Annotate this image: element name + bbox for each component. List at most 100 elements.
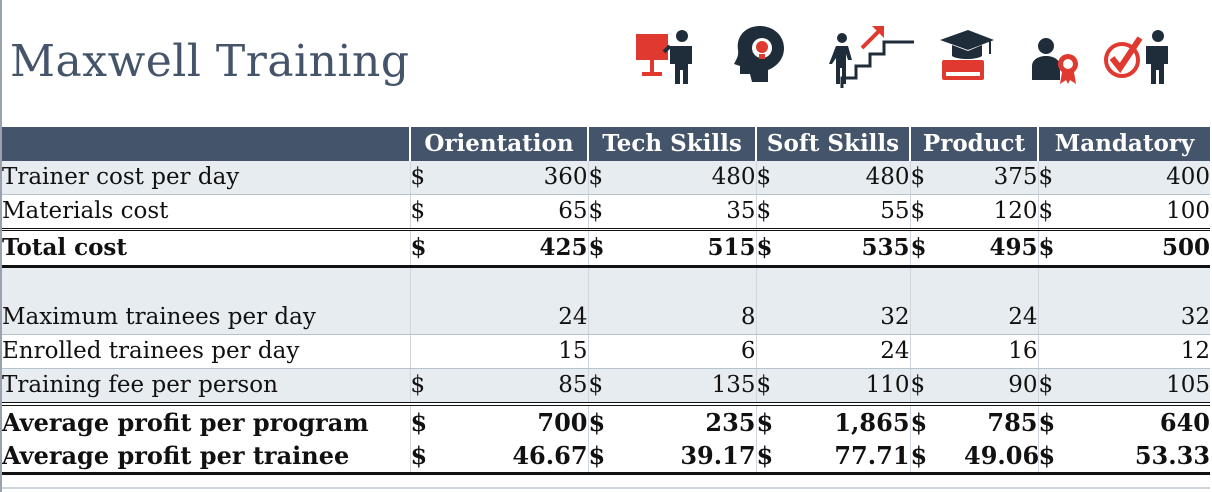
currency-cell[interactable]: $ (587, 161, 643, 195)
value-cell[interactable]: 16 (964, 334, 1039, 369)
currency-cell[interactable]: $ (1037, 194, 1093, 230)
value-cell[interactable] (810, 266, 911, 301)
row-label[interactable] (2, 266, 410, 301)
value-cell[interactable]: 32 (810, 300, 911, 335)
value-cell[interactable]: 785 (964, 401, 1039, 439)
value-cell[interactable]: 105 (1092, 368, 1211, 404)
currency-cell[interactable]: $ (755, 161, 811, 195)
currency-cell[interactable]: $ (587, 228, 643, 268)
column-header-0[interactable]: Orientation (408, 127, 589, 161)
currency-cell[interactable]: $ (909, 438, 965, 475)
currency-cell[interactable] (409, 334, 464, 369)
row-label[interactable]: Training fee per person (2, 368, 410, 404)
currency-cell[interactable]: $ (755, 194, 811, 230)
currency-cell[interactable]: $ (587, 401, 643, 439)
value-cell[interactable]: 515 (642, 228, 757, 268)
value-cell[interactable]: 35 (642, 194, 757, 230)
value-cell[interactable]: 24 (964, 300, 1039, 335)
value-cell[interactable]: 12 (1092, 334, 1211, 369)
currency-cell[interactable] (755, 334, 811, 369)
column-header-2[interactable]: Soft Skills (755, 127, 911, 161)
currency-cell[interactable]: $ (755, 368, 811, 404)
currency-cell[interactable] (909, 334, 965, 369)
value-cell[interactable]: 85 (464, 368, 589, 404)
currency-cell[interactable] (755, 266, 811, 301)
value-cell[interactable]: 24 (464, 300, 589, 335)
column-header-1[interactable]: Tech Skills (587, 127, 757, 161)
currency-cell[interactable]: $ (1037, 368, 1093, 404)
value-cell[interactable]: 8 (642, 300, 757, 335)
currency-cell[interactable]: $ (409, 438, 464, 475)
currency-cell[interactable]: $ (755, 401, 811, 439)
currency-cell[interactable]: $ (1037, 228, 1093, 268)
value-cell[interactable]: 110 (810, 368, 911, 404)
currency-cell[interactable]: $ (755, 438, 811, 475)
currency-cell[interactable] (1037, 266, 1093, 301)
value-cell[interactable]: 120 (964, 194, 1039, 230)
column-header-3[interactable]: Product (909, 127, 1039, 161)
currency-cell[interactable] (1037, 334, 1093, 369)
currency-cell[interactable]: $ (1037, 161, 1093, 195)
value-cell[interactable] (964, 266, 1039, 301)
value-cell[interactable]: 535 (810, 228, 911, 268)
value-cell[interactable]: 1,865 (810, 401, 911, 439)
currency-cell[interactable]: $ (1037, 401, 1093, 439)
currency-cell[interactable]: $ (909, 194, 965, 230)
currency-cell[interactable] (755, 300, 811, 335)
currency-cell[interactable]: $ (587, 438, 643, 475)
currency-cell[interactable] (909, 300, 965, 335)
value-cell[interactable]: 49.06 (964, 438, 1039, 475)
column-header-4[interactable]: Mandatory (1037, 127, 1211, 161)
currency-cell[interactable] (587, 266, 643, 301)
currency-cell[interactable] (587, 334, 643, 369)
row-label[interactable]: Average profit per program (2, 401, 410, 439)
currency-cell[interactable]: $ (587, 194, 643, 230)
value-cell[interactable]: 375 (964, 161, 1039, 195)
value-cell[interactable]: 400 (1092, 161, 1211, 195)
currency-cell[interactable]: $ (755, 228, 811, 268)
value-cell[interactable]: 90 (964, 368, 1039, 404)
value-cell[interactable]: 46.67 (464, 438, 589, 475)
value-cell[interactable]: 100 (1092, 194, 1211, 230)
value-cell[interactable]: 15 (464, 334, 589, 369)
currency-cell[interactable] (909, 266, 965, 301)
value-cell[interactable]: 24 (810, 334, 911, 369)
value-cell[interactable]: 77.71 (810, 438, 911, 475)
row-label[interactable]: Average profit per trainee (2, 438, 410, 475)
currency-cell[interactable] (587, 300, 643, 335)
currency-cell[interactable]: $ (909, 161, 965, 195)
row-label[interactable]: Trainer cost per day (2, 161, 410, 195)
currency-cell[interactable]: $ (409, 161, 464, 195)
value-cell[interactable]: 55 (810, 194, 911, 230)
row-label[interactable]: Enrolled trainees per day (2, 334, 410, 369)
currency-cell[interactable]: $ (909, 401, 965, 439)
currency-cell[interactable]: $ (1037, 438, 1093, 475)
value-cell[interactable]: 480 (642, 161, 757, 195)
row-label[interactable]: Total cost (2, 228, 410, 268)
value-cell[interactable]: 53.33 (1092, 438, 1211, 475)
value-cell[interactable]: 360 (464, 161, 589, 195)
value-cell[interactable]: 500 (1092, 228, 1211, 268)
currency-cell[interactable] (409, 300, 464, 335)
value-cell[interactable]: 6 (642, 334, 757, 369)
value-cell[interactable]: 425 (464, 228, 589, 268)
currency-cell[interactable]: $ (909, 368, 965, 404)
value-cell[interactable] (1092, 266, 1211, 301)
value-cell[interactable]: 65 (464, 194, 589, 230)
value-cell[interactable]: 32 (1092, 300, 1211, 335)
value-cell[interactable]: 640 (1092, 401, 1211, 439)
currency-cell[interactable]: $ (409, 368, 464, 404)
value-cell[interactable]: 495 (964, 228, 1039, 268)
currency-cell[interactable]: $ (409, 194, 464, 230)
currency-cell[interactable] (409, 266, 464, 301)
currency-cell[interactable] (1037, 300, 1093, 335)
value-cell[interactable]: 235 (642, 401, 757, 439)
value-cell[interactable] (464, 266, 589, 301)
currency-cell[interactable]: $ (409, 401, 464, 439)
currency-cell[interactable]: $ (909, 228, 965, 268)
value-cell[interactable]: 480 (810, 161, 911, 195)
value-cell[interactable]: 135 (642, 368, 757, 404)
value-cell[interactable]: 700 (464, 401, 589, 439)
currency-cell[interactable]: $ (587, 368, 643, 404)
row-label[interactable]: Materials cost (2, 194, 410, 230)
